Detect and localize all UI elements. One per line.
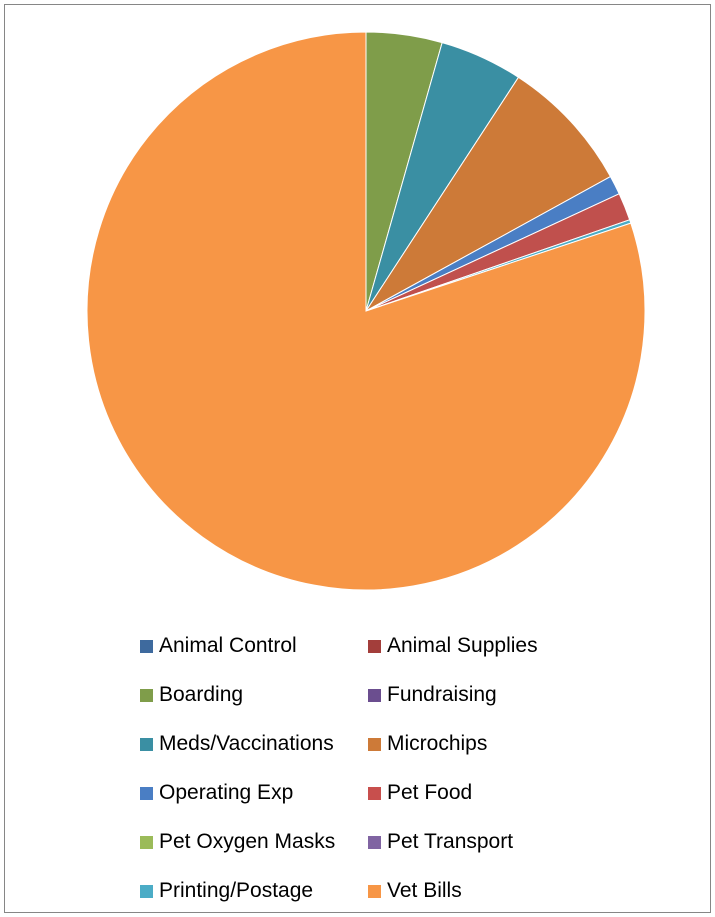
legend-swatch — [368, 884, 381, 898]
legend-item-meds-vaccinations: Meds/Vaccinations — [140, 729, 334, 759]
pie-chart — [86, 31, 646, 591]
chart-area: Animal Control Animal Supplies Boarding Fun… — [4, 4, 711, 913]
legend-label: Boarding — [159, 683, 244, 706]
legend-item-animal-supplies: Animal Supplies — [368, 631, 538, 661]
legend-item-pet-oxygen-masks: Pet Oxygen Masks — [140, 827, 335, 857]
legend-label: Animal Supplies — [387, 634, 538, 657]
legend-label: Operating Exp — [159, 781, 294, 804]
legend-swatch — [140, 786, 153, 800]
pie-slice-microchips — [365, 76, 612, 312]
legend-item-vet-bills: Vet Bills — [368, 876, 462, 906]
pie-slice-vet-bills — [86, 31, 646, 591]
legend-label: Animal Control — [159, 634, 297, 657]
legend-swatch — [368, 688, 381, 702]
legend-item-animal-control: Animal Control — [140, 631, 297, 661]
legend-swatch — [368, 835, 381, 849]
legend-swatch — [368, 639, 381, 653]
legend-item-operating-exp: Operating Exp — [140, 778, 293, 808]
legend-swatch — [140, 884, 153, 898]
legend-label: Pet Food — [387, 781, 473, 804]
legend-item-microchips: Microchips — [368, 729, 487, 759]
legend-label: Printing/Postage — [159, 879, 314, 902]
legend-label: Microchips — [387, 732, 488, 755]
legend-label: Pet Transport — [387, 830, 514, 853]
legend-label: Pet Oxygen Masks — [159, 830, 336, 853]
legend-item-boarding: Boarding — [140, 680, 243, 710]
legend-item-pet-transport: Pet Transport — [368, 827, 513, 857]
legend-label: Vet Bills — [387, 879, 462, 902]
legend-swatch — [140, 737, 153, 751]
legend-swatch — [368, 737, 381, 751]
legend-item-printing-postage: Printing/Postage — [140, 876, 313, 906]
legend-swatch — [140, 688, 153, 702]
legend-swatch — [368, 786, 381, 800]
legend-label: Meds/Vaccinations — [159, 732, 334, 755]
legend-item-fundraising: Fundraising — [368, 680, 497, 710]
legend-item-pet-food: Pet Food — [368, 778, 472, 808]
legend-label: Fundraising — [387, 683, 497, 706]
legend-swatch — [140, 835, 153, 849]
legend-swatch — [140, 639, 153, 653]
